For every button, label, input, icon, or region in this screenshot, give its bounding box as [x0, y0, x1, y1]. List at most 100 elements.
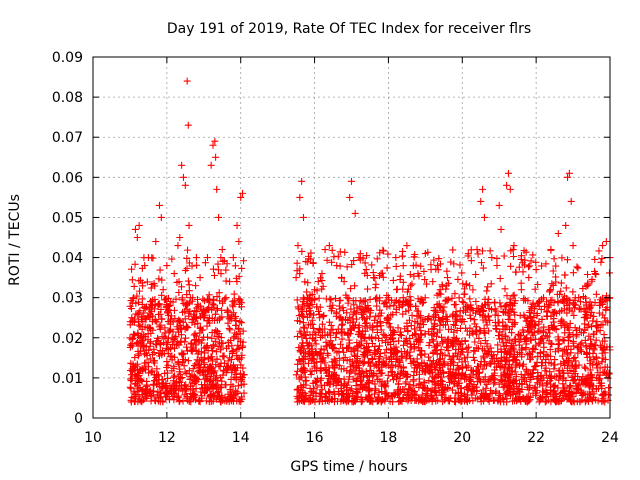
data-point: [472, 394, 480, 402]
data-point: [593, 318, 601, 326]
data-point: [225, 342, 233, 350]
data-point: [184, 246, 192, 254]
data-point: [352, 377, 360, 385]
data-point: [451, 290, 459, 298]
data-point: [542, 397, 550, 405]
data-point: [332, 333, 340, 341]
data-point: [311, 336, 319, 344]
data-point: [439, 338, 447, 346]
data-point: [302, 258, 310, 266]
data-point: [152, 238, 160, 246]
data-point: [605, 384, 613, 392]
data-point: [334, 252, 342, 260]
data-point: [375, 388, 383, 396]
data-point: [501, 285, 509, 293]
y-tick-label: 0.03: [52, 291, 83, 307]
data-point: [586, 366, 594, 374]
data-point: [373, 255, 381, 263]
data-point: [131, 260, 139, 268]
data-point: [598, 300, 606, 308]
data-point: [361, 259, 369, 267]
data-point: [185, 281, 193, 289]
data-point: [224, 319, 232, 327]
data-point: [348, 261, 356, 269]
data-point: [217, 270, 225, 278]
data-point: [542, 371, 550, 379]
data-point: [151, 282, 159, 290]
data-point: [344, 344, 352, 352]
data-point: [176, 234, 184, 241]
data-point: [540, 348, 548, 356]
data-point: [180, 300, 188, 308]
data-point: [387, 335, 395, 343]
data-point: [466, 376, 474, 384]
data-point: [425, 341, 433, 349]
data-point: [564, 173, 572, 181]
data-point: [539, 328, 547, 336]
data-point: [561, 362, 569, 370]
data-point: [419, 321, 427, 329]
data-point: [410, 382, 418, 390]
data-point: [375, 357, 383, 365]
data-point: [572, 364, 580, 372]
data-point: [596, 364, 604, 372]
data-point: [235, 325, 243, 333]
data-point: [210, 272, 218, 280]
data-point: [602, 238, 610, 246]
data-point: [207, 353, 215, 361]
data-point: [408, 394, 416, 402]
data-point: [314, 278, 322, 286]
data-point: [134, 398, 142, 406]
data-point: [322, 342, 330, 350]
data-point: [483, 380, 491, 388]
data-point: [194, 302, 202, 310]
data-point: [565, 326, 573, 334]
data-point: [459, 280, 467, 288]
data-point: [159, 384, 167, 392]
data-point: [292, 274, 300, 282]
data-point: [515, 263, 523, 271]
data-point: [303, 294, 311, 302]
data-point: [350, 324, 358, 332]
data-point: [546, 286, 554, 294]
data-point: [455, 294, 463, 302]
data-point: [318, 386, 326, 394]
data-point: [423, 280, 431, 288]
data-point: [366, 309, 374, 317]
y-tick-label: 0.05: [52, 210, 83, 226]
data-point: [541, 359, 549, 367]
data-point: [348, 398, 356, 406]
data-point: [201, 259, 209, 267]
data-point: [312, 379, 320, 387]
data-point: [361, 335, 369, 343]
data-point: [601, 363, 609, 371]
data-point: [343, 381, 351, 389]
data-point: [398, 302, 406, 310]
data-point: [480, 213, 488, 221]
data-point: [323, 379, 331, 387]
data-point: [344, 392, 352, 400]
data-point: [453, 382, 461, 390]
data-point: [296, 327, 304, 335]
data-point: [233, 364, 241, 372]
data-point: [539, 388, 547, 396]
data-point: [557, 287, 565, 295]
data-point: [225, 398, 233, 406]
data-point: [133, 234, 141, 241]
data-point: [161, 329, 169, 337]
data-point: [379, 273, 387, 281]
data-point: [295, 356, 303, 364]
data-point: [499, 308, 507, 316]
data-point: [309, 395, 317, 403]
data-point: [346, 369, 354, 377]
data-point: [579, 373, 587, 381]
data-point: [135, 221, 143, 229]
data-point: [492, 325, 500, 333]
data-point: [532, 266, 540, 274]
data-point: [141, 304, 149, 312]
data-point: [185, 221, 193, 229]
data-point: [449, 310, 457, 318]
data-point: [222, 277, 230, 285]
data-point: [445, 325, 453, 333]
data-point: [490, 396, 498, 404]
